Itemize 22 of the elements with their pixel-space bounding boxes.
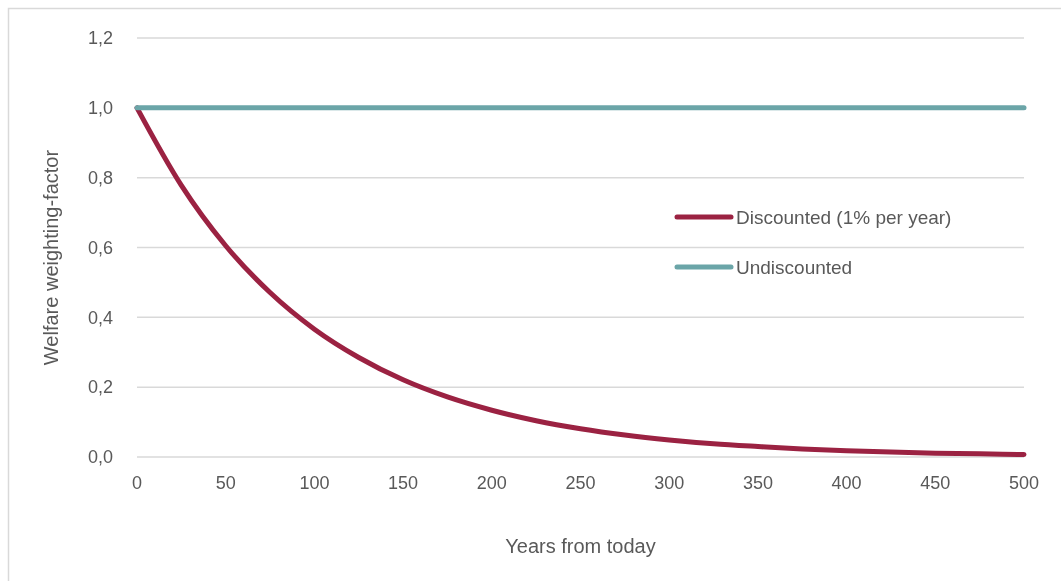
x-tick-label: 400 (831, 473, 862, 493)
x-tick-label: 200 (476, 473, 507, 493)
x-axis-title: Years from today (505, 535, 656, 557)
y-tick-label: 1,0 (87, 98, 113, 119)
legend-label: Undiscounted (736, 256, 853, 278)
x-tick-label: 450 (920, 473, 951, 493)
y-axis-title: Welfare weighting-factor (40, 149, 62, 366)
x-tick-label: 300 (654, 473, 685, 493)
x-tick-label: 0 (131, 473, 143, 493)
x-tick-label: 500 (1008, 473, 1040, 493)
legend-label: Discounted (1% per year) (736, 206, 952, 228)
x-tick-label: 100 (299, 473, 330, 493)
y-tick-label: 0,2 (87, 377, 113, 398)
y-tick-label: 0,8 (87, 167, 113, 188)
y-tick-label: 0,6 (87, 237, 113, 258)
x-tick-label: 50 (215, 473, 236, 493)
x-tick-label: 150 (388, 473, 419, 493)
x-tick-label: 350 (742, 473, 773, 493)
y-tick-label: 0,4 (87, 307, 113, 328)
x-tick-label: 250 (565, 473, 596, 493)
y-tick-label: 0,0 (87, 447, 113, 468)
y-tick-label: 1,2 (87, 28, 113, 49)
